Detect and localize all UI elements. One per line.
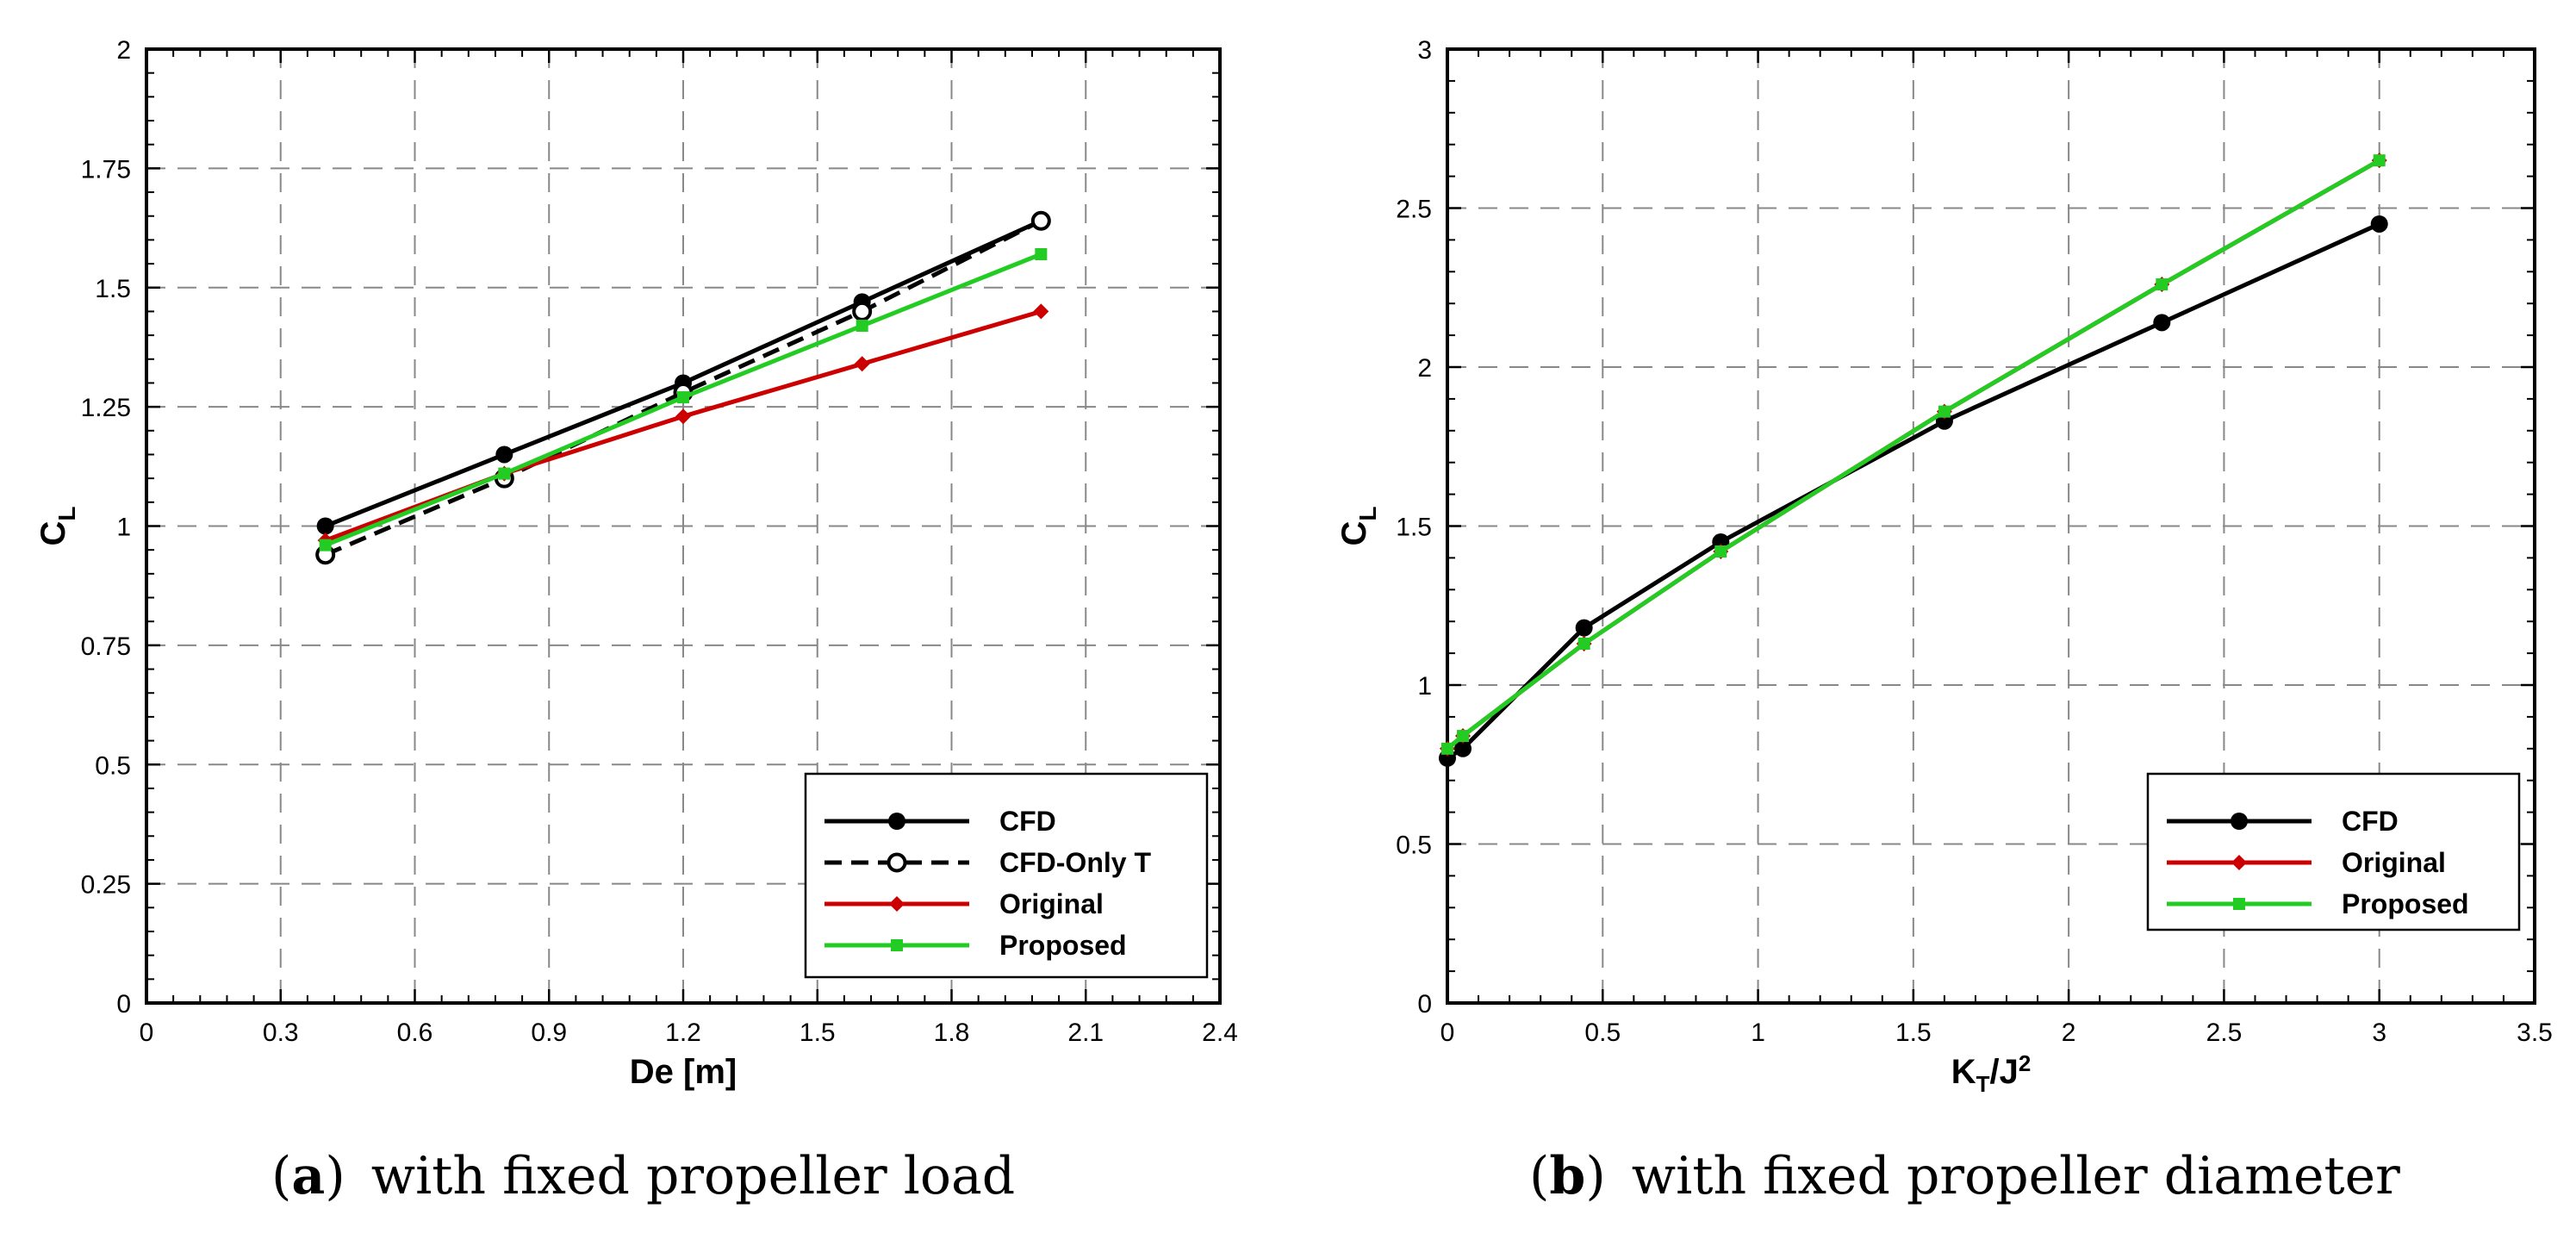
data-point xyxy=(1575,619,1593,637)
series-proposed xyxy=(319,248,1048,551)
chart-a: 0 0.3 0.6 0.9 1.2 1.5 1.8 2.1 2.4 0 0.25 0.5 0.75 1 1.… xyxy=(34,36,1238,1091)
y-tick-label: 1.5 xyxy=(1396,514,1432,542)
legend-swatch-marker xyxy=(889,896,905,912)
x-axis-label-base: K xyxy=(1951,1053,1976,1091)
data-point xyxy=(1577,638,1590,651)
legend-label: CFD xyxy=(2342,806,2399,837)
x-tick-label: 1 xyxy=(1751,1019,1765,1047)
y-tick-label: 1.75 xyxy=(81,155,131,184)
y-axis-label-sub: L xyxy=(1354,507,1381,521)
x-tick-label: 2.5 xyxy=(2206,1019,2243,1047)
y-tick-label: 0.25 xyxy=(81,871,131,900)
y-tick-label: 0 xyxy=(116,990,131,1019)
data-point xyxy=(1033,303,1049,320)
legend-label: Proposed xyxy=(999,930,1127,961)
data-point xyxy=(316,517,334,535)
data-point xyxy=(2156,278,2168,291)
legend-swatch-marker xyxy=(888,813,905,830)
plot-frame xyxy=(1446,47,2536,1005)
data-point xyxy=(677,391,689,404)
y-tick-label: 2 xyxy=(116,36,131,65)
x-tick-label: 3.5 xyxy=(2517,1019,2553,1047)
y-tick-label: 0.5 xyxy=(1396,832,1432,860)
data-point xyxy=(2373,154,2386,167)
legend-swatch-marker xyxy=(2231,855,2247,870)
legend-swatch-marker xyxy=(891,939,903,951)
y-axis-label-base: C xyxy=(34,521,72,546)
data-point xyxy=(2153,314,2171,332)
x-tick-label: 0.9 xyxy=(531,1019,567,1047)
chart-b: 0 0.5 1 1.5 2 2.5 3 3.500.511.522.53KT/J2CLCFDO… xyxy=(1335,36,2553,1097)
plot-frame xyxy=(145,47,1222,1005)
x-axis-label: KT/J2 xyxy=(1951,1050,2032,1097)
y-tick-label: 1.5 xyxy=(95,275,131,303)
x-axis-label-sup: 2 xyxy=(2019,1050,2031,1076)
data-point xyxy=(498,467,511,480)
y-tick-label: 0.5 xyxy=(95,751,131,780)
x-tick-label: 0 xyxy=(140,1019,154,1047)
caption-a: (a) with fixed propeller load xyxy=(271,1146,1016,1206)
y-axis-label-base: C xyxy=(1335,521,1373,546)
legend: CFD Original Proposed xyxy=(2146,772,2521,931)
x-tick-label: 0.3 xyxy=(263,1019,299,1047)
y-tick-label: 0.75 xyxy=(81,632,131,661)
x-axis-label: De [m] xyxy=(630,1053,737,1091)
x-axis-label-mid: /J xyxy=(1989,1053,2018,1091)
x-tick-label: 0.6 xyxy=(397,1019,433,1047)
legend-swatch-marker xyxy=(2233,898,2245,910)
y-tick-label: 1.25 xyxy=(81,394,131,422)
series-line xyxy=(324,219,1042,558)
legend: CFD CFD-Only T Original Proposed xyxy=(804,772,1209,979)
y-tick-label: 2.5 xyxy=(1396,196,1432,224)
data-point xyxy=(1714,545,1727,558)
x-tick-label: 2.1 xyxy=(1067,1019,1104,1047)
caption-b: (b) with fixed propeller diameter xyxy=(1529,1146,2400,1206)
data-point xyxy=(1441,742,1453,755)
x-tick-label: 0 xyxy=(1440,1019,1455,1047)
x-tick-label: 1.8 xyxy=(934,1019,970,1047)
legend-swatch-marker xyxy=(2231,813,2248,830)
data-point xyxy=(856,320,868,333)
caption-b-label: b xyxy=(1549,1146,1586,1206)
x-tick-label: 3 xyxy=(2372,1019,2386,1047)
y-axis-label: CL xyxy=(1335,507,1381,546)
data-point xyxy=(319,539,332,551)
legend-label: CFD-Only T xyxy=(999,847,1151,878)
caption-b-text: with fixed propeller diameter xyxy=(1631,1146,2400,1206)
legend-swatch-marker xyxy=(887,852,907,873)
x-tick-label: 2 xyxy=(2062,1019,2076,1047)
data-point xyxy=(854,356,870,372)
y-tick-label: 3 xyxy=(1417,36,1432,65)
y-tick-label: 1 xyxy=(116,514,131,542)
data-point xyxy=(1030,210,1051,231)
x-tick-label: 1.5 xyxy=(800,1019,836,1047)
data-point xyxy=(675,408,691,425)
y-tick-label: 1 xyxy=(1417,672,1432,701)
y-axis-label: CL xyxy=(34,507,80,546)
data-point xyxy=(495,445,513,464)
legend-label: Original xyxy=(999,888,1104,919)
caption-a-label: a xyxy=(291,1146,326,1206)
legend-label: CFD xyxy=(999,806,1056,837)
data-point xyxy=(852,301,873,321)
data-point xyxy=(1454,739,1472,757)
data-point xyxy=(1457,730,1470,743)
x-tick-label: 2.4 xyxy=(1202,1019,1238,1047)
y-axis-label-sub: L xyxy=(53,507,80,521)
data-point xyxy=(1938,405,1951,418)
caption-a-text: with fixed propeller load xyxy=(370,1146,1016,1206)
x-tick-label: 1.2 xyxy=(665,1019,701,1047)
x-tick-label: 0.5 xyxy=(1584,1019,1621,1047)
legend-label: Proposed xyxy=(2342,888,2469,919)
y-tick-label: 0 xyxy=(1417,990,1432,1019)
x-axis-label-sub: T xyxy=(1976,1071,1990,1097)
series-proposed xyxy=(1441,154,2386,755)
x-tick-label: 1.5 xyxy=(1895,1019,1932,1047)
y-tick-label: 2 xyxy=(1417,354,1432,383)
data-point xyxy=(2370,215,2388,233)
legend-label: Original xyxy=(2342,847,2446,878)
data-point xyxy=(1035,248,1048,261)
